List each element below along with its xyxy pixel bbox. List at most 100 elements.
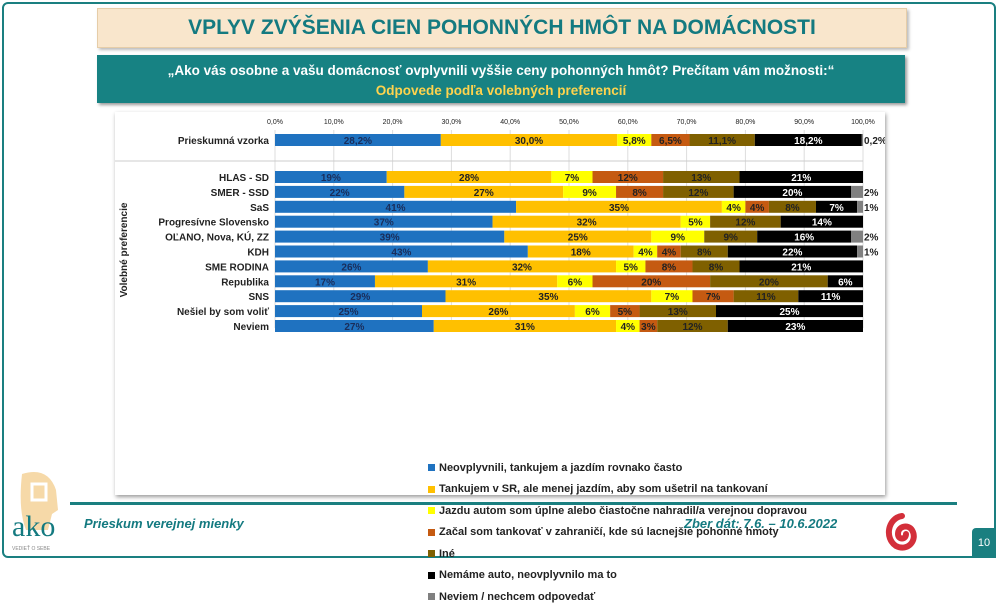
x-tick-label: 30,0% (441, 119, 461, 126)
bar-segment (639, 305, 716, 318)
bar-segment (689, 134, 755, 146)
bar-segment (727, 320, 863, 332)
data-label: 39% (380, 233, 400, 244)
data-label: 2% (864, 188, 879, 199)
data-label: 28% (459, 173, 479, 184)
bar-segment (275, 290, 446, 303)
page-number: 10 (972, 528, 996, 558)
category-label: OĽANO, Nova, KÚ, ZZ (165, 231, 269, 244)
data-label: 8% (632, 188, 647, 199)
data-label: 8% (697, 248, 712, 259)
bar-segment (492, 215, 681, 228)
legend-item: Iné (428, 543, 807, 565)
bar-segment (745, 200, 769, 213)
data-label: 5% (688, 218, 703, 229)
slide-frame (2, 2, 996, 558)
svg-text:ako: ako (12, 510, 55, 543)
bar-segment (592, 171, 664, 183)
bar-segment (857, 245, 863, 258)
bar-segment (727, 245, 858, 258)
data-label: 11,1% (708, 136, 736, 147)
bar-segment (716, 305, 863, 318)
data-label: 35% (538, 292, 558, 303)
bar-segment (663, 185, 734, 198)
stacked-bar-chart: 0,0% 10,0% 20,0% 30,0% 40,0% 50,0% 60,0% 70,0% 8… (115, 119, 885, 333)
legend-item: Nemáme auto, neovplyvnilo ma to (428, 565, 807, 587)
data-label: 22% (782, 248, 802, 259)
x-tick-label: 80,0% (735, 119, 755, 126)
bar-segment (633, 245, 658, 258)
category-label: Nešiel by som voliť (177, 307, 269, 318)
data-label: 4% (621, 322, 636, 333)
bar-segment (551, 171, 593, 183)
data-label: 2% (864, 233, 879, 244)
bar-segment (651, 290, 693, 303)
bar-segment (557, 275, 593, 288)
category-label: SaS (250, 203, 269, 214)
data-label: 32% (577, 218, 597, 229)
bar-segment (704, 230, 758, 243)
data-label: 17% (315, 277, 335, 288)
legend-swatch (428, 507, 435, 515)
bar-segment (617, 134, 652, 146)
data-label: 4% (750, 203, 765, 214)
bar-segment (275, 305, 422, 318)
bar-segment (739, 260, 863, 273)
data-label: 1% (864, 203, 879, 214)
category-label: SMER - SSD (211, 188, 269, 199)
data-label: 4% (638, 248, 653, 259)
category-label: Prieskumná vzorka (178, 136, 270, 147)
data-label: 9% (723, 233, 738, 244)
bar-segment (815, 200, 858, 213)
bar-segment (563, 185, 617, 198)
y-axis-label: Volebné preferencie (119, 202, 130, 297)
bar-segment (386, 171, 552, 183)
data-label: 31% (456, 277, 476, 288)
data-label: 1% (864, 248, 879, 259)
data-label: 9% (582, 188, 597, 199)
legend-swatch (428, 571, 435, 579)
data-label: 12% (682, 322, 702, 333)
bar-segment (616, 185, 664, 198)
data-label: 12% (688, 188, 708, 199)
bar-segment (574, 305, 611, 318)
bar-segment (798, 290, 863, 303)
bar-segment (275, 171, 387, 183)
slide-title: VPLYV ZVÝŠENIA CIEN POHONNÝCH HMÔT NA DO… (97, 8, 907, 48)
legend-swatch (428, 550, 435, 558)
legend-label: Neovplyvnili, tankujem a jazdím rovnako … (439, 461, 683, 474)
data-label: 30,0% (515, 136, 543, 147)
bar-segment (275, 215, 493, 228)
question-text: „Ako vás osobne a vašu domácnosť ovplyvn… (167, 63, 835, 78)
x-tick-label: 20,0% (383, 119, 403, 126)
chart-panel: 0,0% 10,0% 20,0% 30,0% 40,0% 50,0% 60,0% 70,0% 8… (115, 112, 885, 603)
bar-segment (275, 245, 528, 258)
footer-divider (70, 502, 957, 505)
data-label: 32% (512, 262, 532, 273)
data-label: 20% (759, 277, 779, 288)
data-label: 21% (791, 173, 811, 184)
legend-label: Iné (439, 547, 455, 560)
x-tick-label: 10,0% (324, 119, 344, 126)
legend-swatch (428, 593, 435, 601)
category-label: Neviem (233, 322, 269, 333)
bar-segment (275, 134, 441, 146)
x-tick-label: 40,0% (500, 119, 520, 126)
data-label: 14% (812, 218, 832, 229)
bar-segment (663, 171, 740, 183)
data-label: 13% (668, 307, 688, 318)
bar-segment (610, 305, 640, 318)
bar-segment (757, 230, 852, 243)
legend-swatch (428, 528, 435, 536)
data-label: 9% (671, 233, 686, 244)
legend-item: Neovplyvnili, tankujem a jazdím rovnako … (428, 457, 807, 479)
bar-segment (657, 245, 681, 258)
category-label: SME RODINA (205, 262, 269, 273)
bar-segment (827, 275, 863, 288)
bar-segment (592, 275, 711, 288)
bar-segment (275, 230, 505, 243)
data-label: 5% (618, 307, 633, 318)
data-label: 7% (706, 292, 721, 303)
data-label: 13% (691, 173, 711, 184)
data-label: 7% (665, 292, 680, 303)
